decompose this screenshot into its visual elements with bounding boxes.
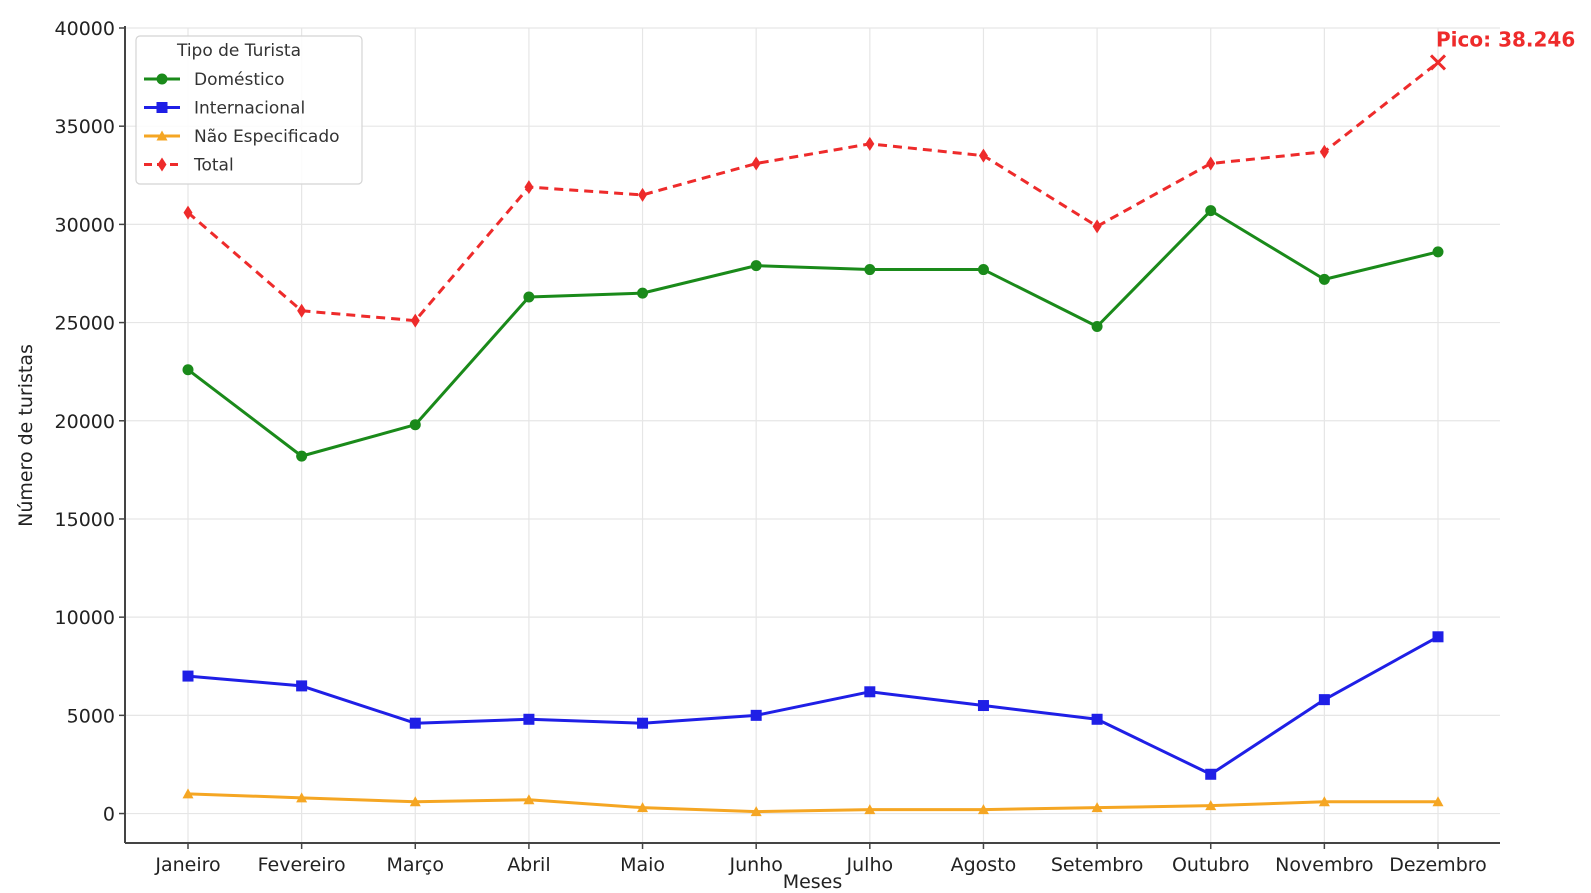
data-point-total: [1092, 219, 1102, 234]
y-tick-label: 25000: [55, 313, 115, 335]
data-point-total: [524, 180, 534, 195]
x-tick-label: Maio: [620, 854, 665, 876]
data-point-nao-especificado: [523, 794, 535, 805]
data-point-nao-especificado: [1205, 800, 1217, 811]
data-point-internacional: [637, 717, 649, 729]
y-tick-label: 10000: [55, 607, 115, 629]
x-tick-label: Abril: [507, 854, 550, 876]
legend-marker-internacional: [156, 102, 168, 113]
series-line-domestico: [187, 209, 1439, 458]
legend-box: [135, 35, 363, 185]
y-tick-label: 20000: [55, 411, 115, 433]
data-point-domestico: [1091, 321, 1103, 333]
legend-title: Tipo de Turista: [176, 41, 301, 61]
series-internacional: [182, 631, 1444, 780]
series-layer: [182, 61, 1444, 817]
legend-label-nao-especificado: Não Especificado: [194, 127, 340, 147]
data-point-nao-especificado: [409, 796, 421, 807]
data-point-internacional: [409, 717, 421, 729]
data-point-domestico: [1432, 246, 1444, 258]
legend: Tipo de Turista Doméstico Internacional Não…: [135, 35, 363, 185]
y-tick-label: 15000: [55, 509, 115, 531]
data-point-total: [978, 148, 988, 163]
x-tick-label: Julho: [846, 854, 894, 876]
axes: 0 5000 10000 15000 20000 25000 30000 35000 40000…: [55, 18, 1500, 876]
data-point-total: [751, 156, 761, 171]
legend-marker-nao-especificado: [156, 130, 168, 141]
y-tick-label: 40000: [55, 18, 115, 40]
data-point-internacional: [864, 686, 876, 698]
x-tick-label: Setembro: [1051, 854, 1143, 876]
x-axis-label: Meses: [783, 871, 843, 893]
series-line-internacional: [187, 635, 1439, 776]
data-point-domestico: [750, 260, 762, 272]
data-point-nao-especificado: [1432, 796, 1444, 807]
data-point-internacional: [977, 700, 989, 712]
data-point-total: [865, 136, 875, 151]
data-point-internacional: [750, 709, 762, 721]
series-domestico: [182, 205, 1444, 462]
x-tick-label: Outubro: [1172, 854, 1250, 876]
data-point-domestico: [977, 264, 989, 276]
data-point-internacional: [296, 680, 308, 692]
data-point-domestico: [182, 364, 194, 376]
legend-marker-domestico: [156, 73, 168, 85]
legend-marker-total: [157, 157, 167, 172]
y-tick-label: 35000: [55, 116, 115, 138]
series-nao-especificado: [182, 788, 1444, 817]
legend-label-internacional: Internacional: [194, 99, 305, 119]
data-point-internacional: [1091, 713, 1103, 725]
data-point-nao-especificado: [182, 788, 194, 799]
peak-marker: [1429, 54, 1447, 71]
data-point-total: [638, 187, 648, 202]
data-point-total: [297, 303, 307, 318]
annotation-layer: Pico: 38.246: [1429, 27, 1575, 71]
data-point-internacional: [1205, 768, 1217, 780]
data-point-internacional: [182, 670, 194, 682]
x-tick-label: Agosto: [951, 854, 1017, 876]
data-point-internacional: [1432, 631, 1444, 643]
x-tick-label: Junho: [729, 854, 783, 876]
x-tick-label: Novembro: [1275, 854, 1373, 876]
data-point-internacional: [1318, 694, 1330, 706]
y-axis-label: Número de turistas: [15, 344, 37, 527]
data-point-nao-especificado: [296, 792, 308, 803]
y-tick-label: 5000: [67, 705, 115, 727]
data-point-nao-especificado: [864, 804, 876, 815]
legend-label-domestico: Doméstico: [194, 70, 285, 90]
legend-label-total: Total: [193, 156, 234, 176]
y-tick-label: 0: [103, 804, 115, 826]
peak-label: Pico: 38.246: [1436, 27, 1575, 51]
data-point-total: [410, 313, 420, 328]
data-point-nao-especificado: [977, 804, 989, 815]
y-tick-label: 30000: [55, 214, 115, 236]
data-point-domestico: [296, 450, 308, 462]
data-point-domestico: [409, 419, 421, 431]
data-point-domestico: [864, 264, 876, 276]
data-point-nao-especificado: [1318, 796, 1330, 807]
data-point-nao-especificado: [750, 806, 762, 817]
series-line-total: [187, 61, 1439, 323]
data-point-total: [1206, 156, 1216, 171]
x-tick-label: Dezembro: [1389, 854, 1487, 876]
data-point-internacional: [523, 713, 535, 725]
data-point-nao-especificado: [637, 802, 649, 813]
x-tick-label: Março: [387, 854, 445, 876]
data-point-domestico: [637, 287, 649, 299]
data-point-domestico: [523, 291, 535, 303]
data-point-total: [1319, 144, 1329, 159]
data-point-total: [183, 205, 193, 220]
x-tick-label: Janeiro: [154, 854, 220, 876]
x-tick-label: Fevereiro: [258, 854, 346, 876]
data-point-domestico: [1205, 205, 1217, 217]
series-total: [183, 61, 1439, 328]
data-point-nao-especificado: [1091, 802, 1103, 813]
series-line-nao-especificado: [187, 792, 1438, 814]
data-point-domestico: [1318, 273, 1330, 285]
